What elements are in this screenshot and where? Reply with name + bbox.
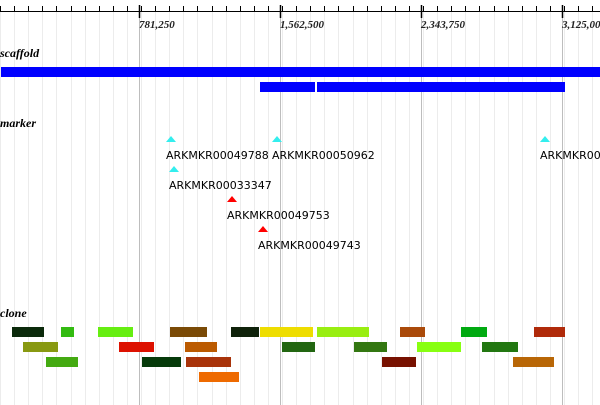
marker-glyph-5[interactable]: [227, 196, 237, 202]
clone-feature[interactable]: [23, 342, 58, 352]
marker-label-3[interactable]: ARKMKR000: [540, 149, 600, 162]
marker-glyph-6[interactable]: [258, 226, 268, 232]
clone-feature[interactable]: [142, 357, 181, 367]
clone-feature[interactable]: [354, 342, 387, 352]
clone-feature[interactable]: [382, 357, 416, 367]
clone-feature[interactable]: [400, 327, 425, 337]
marker-label-6[interactable]: ARKMKR00049743: [258, 239, 361, 252]
clone-feature[interactable]: [12, 327, 44, 337]
clone-feature[interactable]: [185, 342, 217, 352]
scaffold-feature-2[interactable]: [260, 82, 315, 92]
marker-glyph-2[interactable]: [272, 136, 282, 142]
marker-glyph-3[interactable]: [540, 136, 550, 142]
scaffold-feature-3[interactable]: [317, 82, 565, 92]
scaffold-feature-1[interactable]: [1, 67, 600, 77]
scaffold-track-label: scaffold: [0, 46, 40, 60]
clone-feature[interactable]: [231, 327, 259, 337]
clone-feature[interactable]: [119, 342, 154, 352]
clone-feature[interactable]: [170, 327, 207, 337]
clone-feature[interactable]: [317, 327, 369, 337]
clone-feature[interactable]: [199, 372, 239, 382]
marker-track-label: marker: [0, 116, 36, 130]
marker-label-2[interactable]: ARKMKR00050962: [272, 149, 375, 162]
marker-label-1[interactable]: ARKMKR00049788: [166, 149, 269, 162]
marker-label-5[interactable]: ARKMKR00049753: [227, 209, 330, 222]
clone-feature[interactable]: [513, 357, 554, 367]
clone-feature[interactable]: [98, 327, 133, 337]
clone-track-label: clone: [0, 306, 27, 320]
marker-label-4[interactable]: ARKMKR00033347: [169, 179, 272, 192]
clone-feature[interactable]: [482, 342, 518, 352]
clone-feature[interactable]: [186, 357, 231, 367]
clone-feature[interactable]: [260, 327, 313, 337]
clone-feature[interactable]: [46, 357, 78, 367]
ruler-tick-label-1: 781,250: [139, 19, 175, 31]
ruler-tick-label-3: 2,343,750: [421, 19, 465, 31]
ruler-tick-label-4: 3,125,00: [562, 19, 600, 31]
marker-glyph-1[interactable]: [166, 136, 176, 142]
ruler-tick-label-2: 1,562,500: [280, 19, 324, 31]
clone-feature[interactable]: [417, 342, 461, 352]
clone-feature[interactable]: [282, 342, 315, 352]
clone-feature[interactable]: [461, 327, 487, 337]
clone-feature[interactable]: [534, 327, 565, 337]
clone-feature[interactable]: [61, 327, 74, 337]
marker-glyph-4[interactable]: [169, 166, 179, 172]
